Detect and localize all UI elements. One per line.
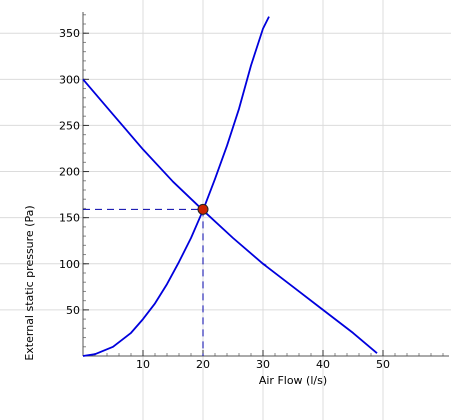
- operating-point-guides: [83, 208, 204, 356]
- y-tick-label: 300: [59, 73, 80, 86]
- y-tick-label: 350: [59, 27, 80, 40]
- y-tick-label: 100: [59, 258, 80, 271]
- y-tick-label: 200: [59, 166, 80, 179]
- y-tick-label: 50: [66, 304, 80, 317]
- operating-point: [197, 203, 209, 215]
- x-tick-label: 40: [316, 358, 330, 371]
- x-tick-label: 10: [136, 358, 150, 371]
- operating-point-marker: [197, 203, 209, 215]
- series-line-3: [82, 16, 270, 357]
- x-axis-title: Air Flow (l/s): [259, 374, 327, 387]
- y-tick-label: 150: [59, 212, 80, 225]
- tick-labels: 10 20 30 40 50 50 100 150 200 250 300 350: [59, 27, 390, 371]
- series-line-2: [262, 263, 378, 354]
- y-axis-title: External static pressure (Pa): [23, 205, 36, 360]
- series-line-1: [82, 78, 267, 267]
- axes: [82, 12, 449, 357]
- x-tick-label: 50: [376, 358, 390, 371]
- x-tick-label: 20: [196, 358, 210, 371]
- y-tick-label: 250: [59, 119, 80, 132]
- series-lines: [82, 16, 378, 357]
- x-tick-label: 30: [256, 358, 270, 371]
